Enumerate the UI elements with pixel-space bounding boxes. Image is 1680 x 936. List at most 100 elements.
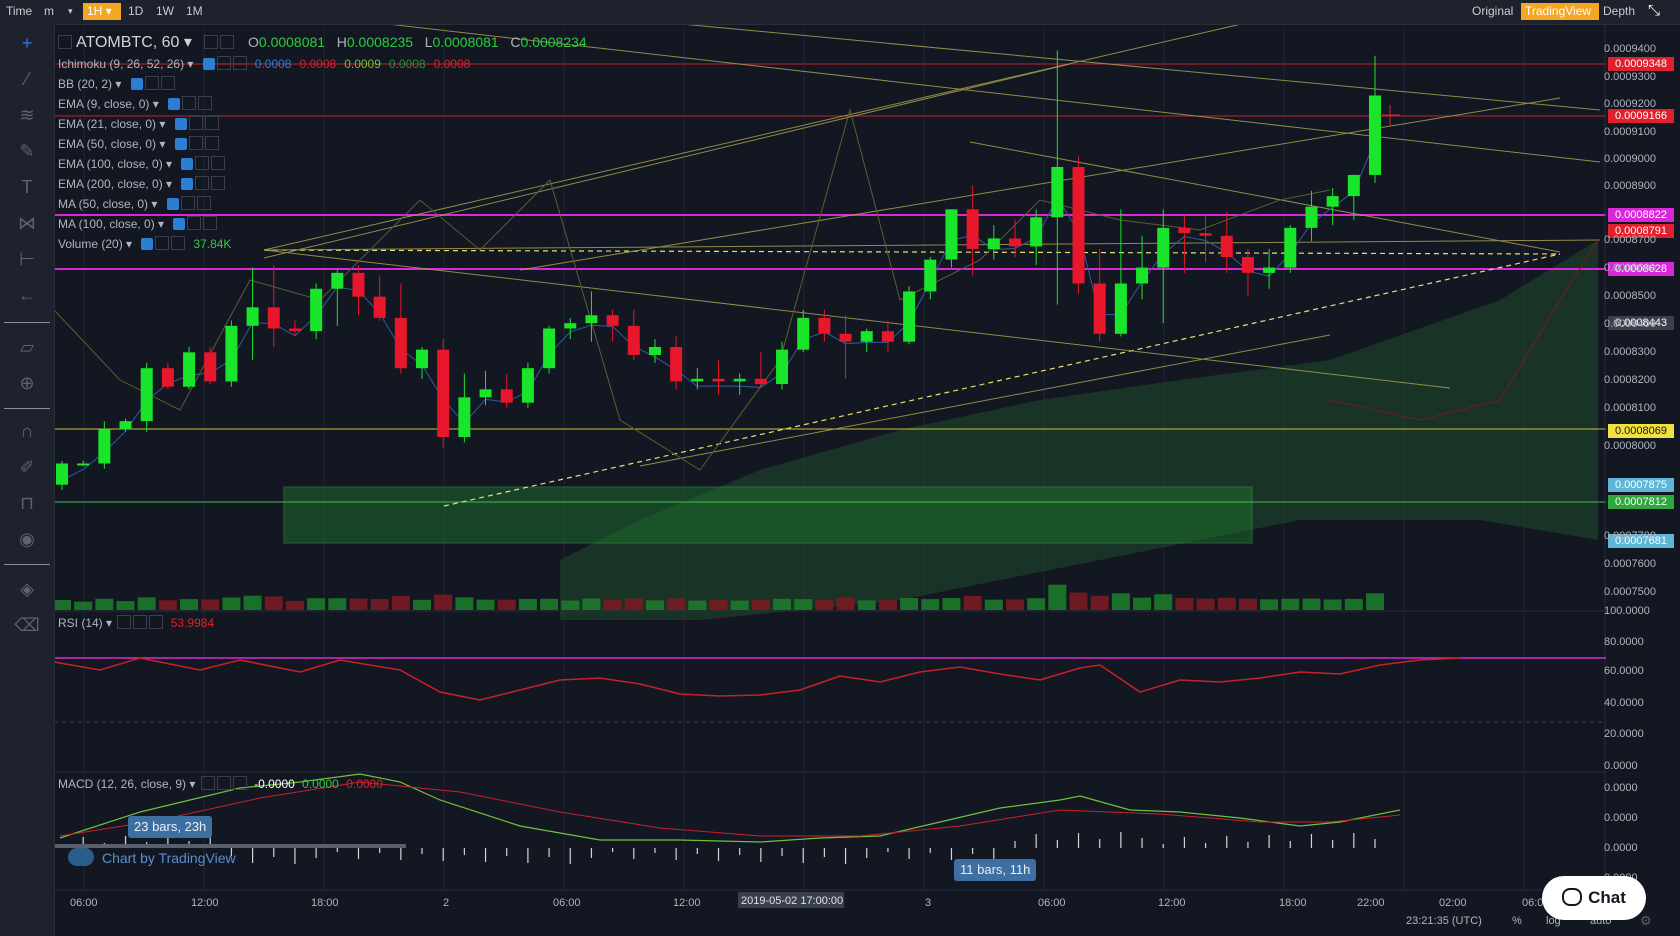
candle-body xyxy=(310,288,323,332)
candle-body xyxy=(479,389,492,398)
time-axis-label: 18:00 xyxy=(1279,897,1307,909)
lock-icon[interactable]: ⊓ xyxy=(19,493,35,513)
visibility-eye-icon[interactable] xyxy=(141,238,154,250)
rsi-axis-label: 20.0000 xyxy=(1604,728,1644,740)
fib-tool-icon[interactable]: ≋ xyxy=(19,105,35,125)
trend-line-icon[interactable]: ⁄ xyxy=(25,69,29,89)
fullscreen-icon[interactable]: ⤡ xyxy=(1648,2,1661,19)
eye-icon[interactable]: ◉ xyxy=(19,529,35,549)
symbol-title[interactable]: ATOMBTC, 60 ▾ xyxy=(58,32,235,52)
macd-signal-line xyxy=(59,781,1401,837)
layers-icon[interactable]: ◈ xyxy=(20,579,34,599)
volume-bar xyxy=(158,600,177,610)
visibility-eye-icon[interactable] xyxy=(166,198,179,210)
crosshair-icon[interactable]: + xyxy=(21,33,33,53)
volume-bar xyxy=(709,599,728,610)
ruler-icon[interactable]: ▱ xyxy=(20,337,34,357)
indicator-legend-8[interactable]: MA (100, close, 0) ▾ xyxy=(58,216,218,231)
volume-bar xyxy=(413,599,432,610)
candle-body xyxy=(966,209,979,250)
indicator-legend-3[interactable]: EMA (21, close, 0) ▾ xyxy=(58,116,219,131)
indicator-legend-0[interactable]: Ichimoku (9, 26, 52, 26) ▾ 0.0008 0.0008 0… xyxy=(58,56,471,71)
indicator-legend-6[interactable]: EMA (200, close, 0) ▾ xyxy=(58,176,226,191)
visibility-eye-icon[interactable] xyxy=(173,218,186,230)
volume-bar xyxy=(518,598,537,610)
candle-body xyxy=(437,349,450,438)
original-view-button[interactable]: Original xyxy=(1472,4,1514,18)
pattern-tool-icon[interactable]: ⋈ xyxy=(18,213,36,233)
volume-bar xyxy=(476,599,495,610)
rsi-axis-label: 80.0000 xyxy=(1604,636,1644,648)
volume-bar xyxy=(243,595,262,610)
time-axis-label: 06:00 xyxy=(553,897,581,909)
visibility-eye-icon[interactable] xyxy=(174,138,187,150)
ohlc-readout: O0.0008081 H0.0008235 L0.0008081 C0.0008… xyxy=(248,34,587,50)
price-tag: 0.0007875 xyxy=(1608,478,1674,492)
macd-histogram xyxy=(61,832,1376,864)
visibility-eye-icon[interactable] xyxy=(130,78,143,90)
macd-legend[interactable]: MACD (12, 26, close, 9) ▾ -0.0000 0.0000… xyxy=(58,776,383,791)
time-axis-label: 12:00 xyxy=(1158,897,1186,909)
time-axis-label: 2 xyxy=(443,897,450,909)
rsi-legend[interactable]: RSI (14) ▾ 53.9984 xyxy=(58,615,215,630)
indicator-legend-7[interactable]: MA (50, close, 0) ▾ xyxy=(58,196,211,211)
candle-body xyxy=(1326,196,1339,207)
indicator-legend-2[interactable]: EMA (9, close, 0) ▾ xyxy=(58,96,213,111)
volume-bar xyxy=(455,597,474,610)
tradingview-watermark[interactable]: Chart by TradingView xyxy=(68,848,236,866)
candle-body xyxy=(373,296,386,318)
minute-interval-button[interactable]: m xyxy=(44,4,54,18)
back-arrow-icon[interactable]: ← xyxy=(18,285,36,305)
indicator-legend-1[interactable]: BB (20, 2) ▾ xyxy=(58,76,175,91)
interval-1h-button[interactable]: 1H ▾ xyxy=(83,3,121,20)
volume-bar xyxy=(1175,598,1194,610)
candle-body xyxy=(1305,206,1318,228)
brush-icon[interactable]: ✎ xyxy=(19,141,35,161)
depth-view-button[interactable]: Depth xyxy=(1603,4,1636,18)
indicator-legend-5[interactable]: EMA (100, close, 0) ▾ xyxy=(58,156,226,171)
price-tag: 0.0009166 xyxy=(1608,109,1674,123)
price-axis-label: 0.0008700 xyxy=(1604,234,1656,246)
zoom-in-icon[interactable]: ⊕ xyxy=(19,373,35,393)
tradingview-view-button[interactable]: TradingView xyxy=(1521,3,1599,20)
candle-body xyxy=(1199,233,1212,236)
interval-1w-button[interactable]: 1W xyxy=(156,4,174,18)
rsi-axis-label: 100.0000 xyxy=(1604,605,1650,617)
candle-body xyxy=(1220,235,1233,257)
chat-button[interactable]: Chat xyxy=(1542,876,1646,920)
settings-gear-icon[interactable]: ⚙ xyxy=(1640,913,1652,928)
text-tool-icon[interactable]: T xyxy=(21,177,33,197)
visibility-eye-icon[interactable] xyxy=(202,58,215,70)
price-tag: 0.0009348 xyxy=(1608,57,1674,71)
candle-body xyxy=(331,272,344,289)
bars-count-badge-left: 23 bars, 23h xyxy=(128,816,213,838)
candle-body xyxy=(267,307,280,329)
percent-toggle[interactable]: % xyxy=(1512,915,1522,927)
candle-body xyxy=(585,315,598,324)
lock-drawing-icon[interactable]: ✐ xyxy=(19,457,35,477)
volume-bar xyxy=(328,598,347,610)
visibility-eye-icon[interactable] xyxy=(181,178,194,190)
minute-dropdown-icon[interactable]: ▾ xyxy=(68,6,73,16)
indicator-legend-9[interactable]: Volume (20) ▾ 37.84K xyxy=(58,236,232,251)
indicator-legend-4[interactable]: EMA (50, close, 0) ▾ xyxy=(58,136,219,151)
volume-bar xyxy=(1281,598,1300,610)
trash-icon[interactable]: ⌫ xyxy=(14,615,40,635)
price-axis-label: 0.0007700 xyxy=(1604,530,1656,542)
candle-body xyxy=(797,317,810,350)
candle-body xyxy=(521,368,534,403)
scroll-bar[interactable] xyxy=(52,844,406,848)
magnet-icon[interactable]: ∩ xyxy=(20,421,34,441)
visibility-eye-icon[interactable] xyxy=(174,118,187,130)
interval-1m-button[interactable]: 1M xyxy=(186,4,203,18)
volume-bar xyxy=(222,597,241,610)
macd-axis-label: 0.0000 xyxy=(1604,842,1638,854)
measure-tool-icon[interactable]: ⊢ xyxy=(19,249,35,269)
candle-body xyxy=(776,349,789,385)
candle-body xyxy=(712,378,725,382)
visibility-eye-icon[interactable] xyxy=(168,98,181,110)
candle-body xyxy=(670,347,683,382)
visibility-eye-icon[interactable] xyxy=(181,158,194,170)
interval-1d-button[interactable]: 1D xyxy=(128,4,144,18)
